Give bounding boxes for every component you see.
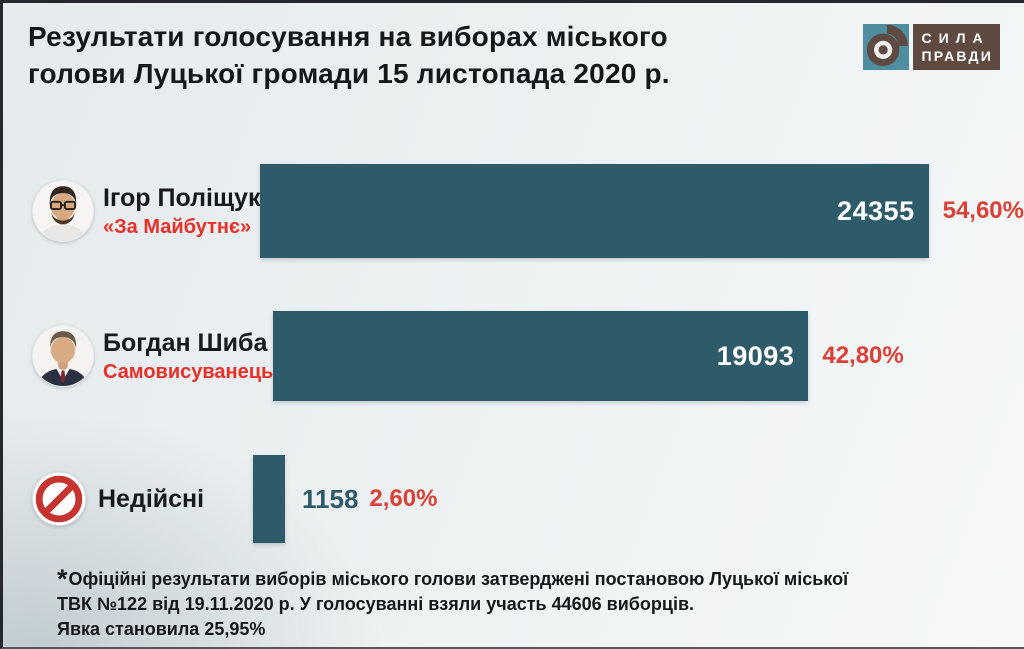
footnote-line-2: ТВК №122 від 19.11.2020 р. У голосуванні…	[57, 594, 695, 614]
page-title: Результати голосування на виборах місько…	[28, 18, 808, 92]
syla-pravdy-logo: СИЛА ПРАВДИ	[862, 24, 1000, 70]
vote-count: 19093	[716, 340, 795, 371]
footnote-line-3: Явка становила 25,95%	[57, 619, 266, 639]
invalid-names: Недійсні	[98, 485, 204, 514]
title-line-1: Результати голосування на виборах місько…	[28, 21, 668, 52]
syla-pravdy-logo-icon	[862, 24, 909, 70]
candidate-name: Ігор Поліщук	[103, 183, 261, 212]
candidate-party: Самовисуванець	[103, 360, 274, 383]
candidate-name: Богдан Шиба	[103, 328, 268, 357]
vote-bar: 24355	[260, 164, 929, 258]
row-label: Ігор Поліщук «За Майбутнє»	[3, 180, 260, 242]
vote-count: 24355	[837, 195, 915, 226]
vote-percent: 2,60%	[369, 485, 438, 512]
candidate-names: Ігор Поліщук «За Майбутнє»	[103, 184, 260, 239]
vote-bar	[253, 455, 285, 543]
footnote: *Офіційні результати виборів міського го…	[57, 564, 848, 642]
vote-bar: 19093	[273, 311, 809, 401]
footnote-line-1: *Офіційні результати виборів міського го…	[57, 564, 849, 594]
footnote-asterisk: *	[57, 564, 68, 594]
no-sign-icon	[32, 472, 86, 526]
logo-word-2: ПРАВДИ	[921, 48, 993, 64]
vote-count: 1158	[302, 483, 359, 514]
vote-percent: 54,60%	[942, 197, 1024, 224]
invalid-label: Недійсні	[98, 484, 205, 513]
candidate-photo-polishchuk	[32, 180, 94, 242]
chart-row-invalid: Недійсні 1158 2,60%	[3, 455, 1024, 543]
chart-row-shyba: Богдан Шиба Самовисуванець 19093 42,80%	[3, 311, 1024, 401]
candidate-names: Богдан Шиба Самовисуванець	[103, 329, 273, 384]
candidate-party: «За Майбутнє»	[103, 215, 252, 238]
title-line-2: голови Луцької громади 15 листопада 2020…	[28, 58, 670, 89]
row-label: Недійсні	[3, 472, 253, 526]
row-label: Богдан Шиба Самовисуванець	[3, 325, 273, 387]
vote-percent: 42,80%	[822, 342, 904, 369]
logo-word-1: СИЛА	[921, 30, 990, 46]
candidate-photo-shyba	[32, 325, 94, 387]
logo-wordmark: СИЛА ПРАВДИ	[912, 24, 1000, 70]
chart-row-polishchuk: Ігор Поліщук «За Майбутнє» 24355 54,60%	[3, 164, 1024, 258]
